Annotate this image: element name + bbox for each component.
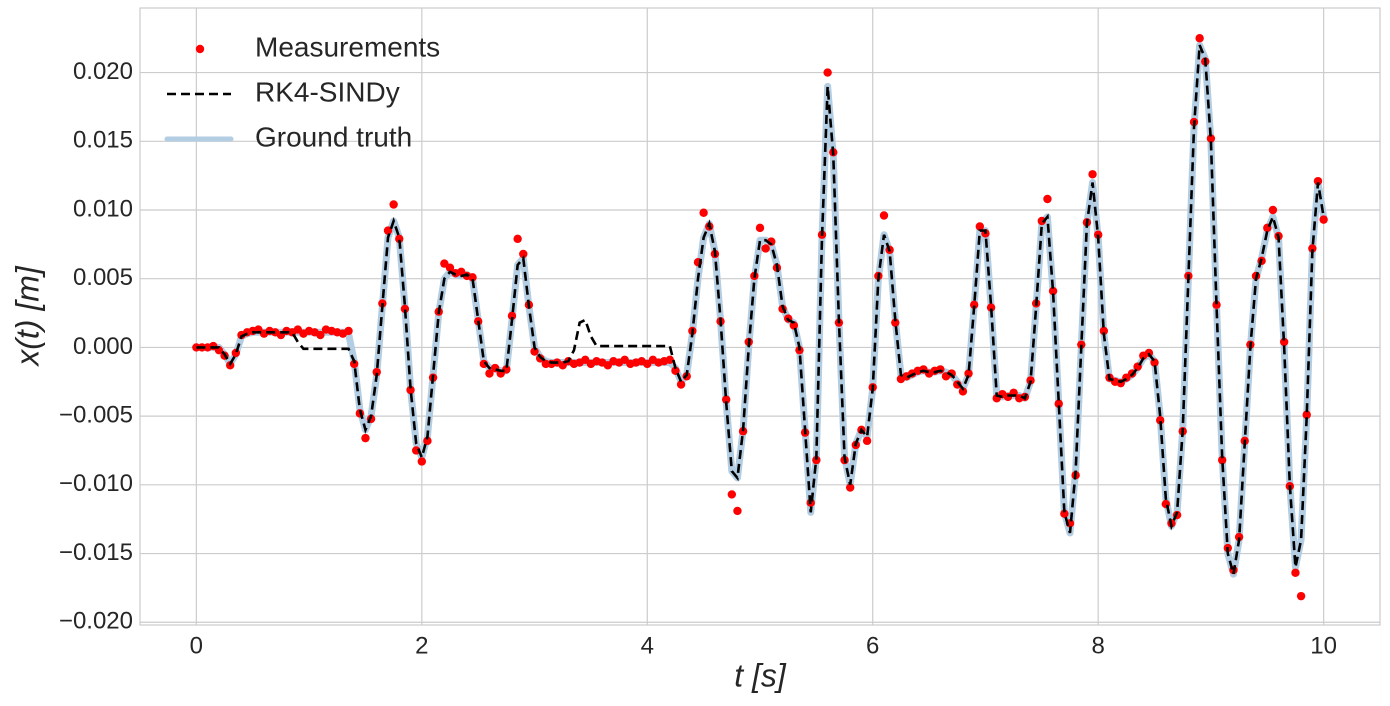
- measurement-point: [891, 318, 900, 327]
- measurement-point: [1268, 205, 1278, 215]
- measurement-point: [1212, 300, 1221, 310]
- measurement-point: [389, 200, 398, 209]
- measurement-point: [789, 321, 799, 330]
- measurement-point: [1308, 244, 1317, 253]
- measurement-point: [761, 244, 770, 253]
- y-tick-label: −0.015: [59, 539, 133, 566]
- measurement-point: [812, 455, 821, 465]
- measurement-point: [1048, 286, 1058, 296]
- measurement-point: [411, 446, 421, 455]
- x-tick-label: 2: [415, 632, 428, 659]
- measurement-point: [845, 483, 855, 492]
- measurement-point: [344, 326, 353, 336]
- legend-label: Ground truth: [255, 121, 412, 152]
- y-tick-label: −0.010: [59, 470, 133, 497]
- measurement-point: [513, 234, 522, 244]
- y-tick-label: 0.015: [73, 127, 133, 154]
- measurement-point: [1296, 591, 1306, 601]
- measurement-point: [349, 359, 359, 369]
- measurement-point: [417, 457, 427, 466]
- plot-frame: [139, 7, 1381, 626]
- x-tick-label: 4: [641, 632, 654, 659]
- measurement-point: [519, 249, 528, 259]
- measurement-point: [699, 208, 708, 217]
- y-tick-label: 0.010: [73, 195, 133, 222]
- measurement-point: [879, 211, 889, 220]
- measurement-point: [1279, 337, 1289, 347]
- legend-label: RK4-SINDy: [255, 76, 400, 107]
- measurement-point: [1313, 176, 1323, 186]
- y-tick-label: −0.005: [59, 401, 133, 428]
- measurement-point: [507, 311, 517, 321]
- measurement-point: [1054, 399, 1063, 408]
- measurement-point: [727, 490, 737, 499]
- x-tick-label: 6: [866, 632, 879, 659]
- measurement-point: [969, 300, 979, 310]
- measurement-point: [361, 433, 370, 443]
- measurement-point: [975, 222, 985, 231]
- measurement-point: [721, 395, 731, 404]
- measurement-point: [733, 506, 742, 516]
- ticks: 0 2 4 6 8 10 −0.020 −0.015 −0.010 −0.005 0.000 0.00…: [59, 58, 1337, 659]
- measurement-point: [1026, 376, 1035, 385]
- measurement-point: [738, 427, 748, 436]
- measurement-point: [406, 385, 415, 395]
- y-tick-label: 0.000: [73, 333, 133, 360]
- measurement-point: [676, 380, 686, 389]
- measurement-point: [1099, 326, 1109, 336]
- x-tick-label: 8: [1092, 632, 1105, 659]
- measurement-point: [468, 273, 477, 282]
- measurement-point: [986, 303, 996, 312]
- series-line: [196, 44, 1325, 575]
- measurement-point: [1043, 194, 1052, 204]
- measurement-point: [755, 223, 765, 233]
- legend-marker: [195, 44, 205, 54]
- y-tick-label: 0.005: [73, 264, 133, 291]
- y-axis-label: x(t) [m]: [9, 265, 45, 368]
- measurement-point: [423, 436, 432, 446]
- measurement-point: [1155, 416, 1165, 425]
- y-tick-label: −0.020: [59, 608, 133, 635]
- measurement-point: [1319, 215, 1328, 224]
- measurement-point: [445, 263, 455, 272]
- measurement-point: [671, 366, 680, 375]
- y-tick-label: 0.020: [73, 58, 133, 85]
- measurement-point: [372, 367, 381, 377]
- x-axis-label: t [s]: [734, 657, 787, 693]
- measurement-point: [400, 304, 410, 314]
- measurement-point: [1088, 170, 1097, 179]
- measurement-point: [316, 330, 325, 340]
- measurement-point: [1195, 34, 1204, 43]
- measurement-point: [823, 68, 832, 77]
- measurement-point: [1291, 568, 1300, 577]
- measurement-point: [862, 436, 872, 446]
- measurement-point: [1206, 134, 1216, 143]
- x-tick-label: 10: [1310, 632, 1337, 659]
- measurement-point: [964, 369, 973, 378]
- measurement-point: [1234, 532, 1244, 542]
- measurement-point: [485, 369, 494, 378]
- measurement-point: [1302, 410, 1311, 419]
- legend: Measurements RK4-SINDy Ground truth: [164, 31, 440, 152]
- legend-label: Measurements: [255, 31, 440, 62]
- measurement-point: [958, 387, 968, 396]
- measurement-point: [665, 355, 675, 364]
- measurement-point: [1077, 340, 1086, 349]
- x-tick-label: 0: [190, 632, 203, 659]
- plot-marks: [192, 34, 1328, 601]
- measurement-point: [1217, 455, 1227, 465]
- measurement-point: [1060, 509, 1069, 518]
- measurement-point: [395, 234, 404, 244]
- grid: [140, 8, 1380, 625]
- measurement-point: [1037, 216, 1047, 226]
